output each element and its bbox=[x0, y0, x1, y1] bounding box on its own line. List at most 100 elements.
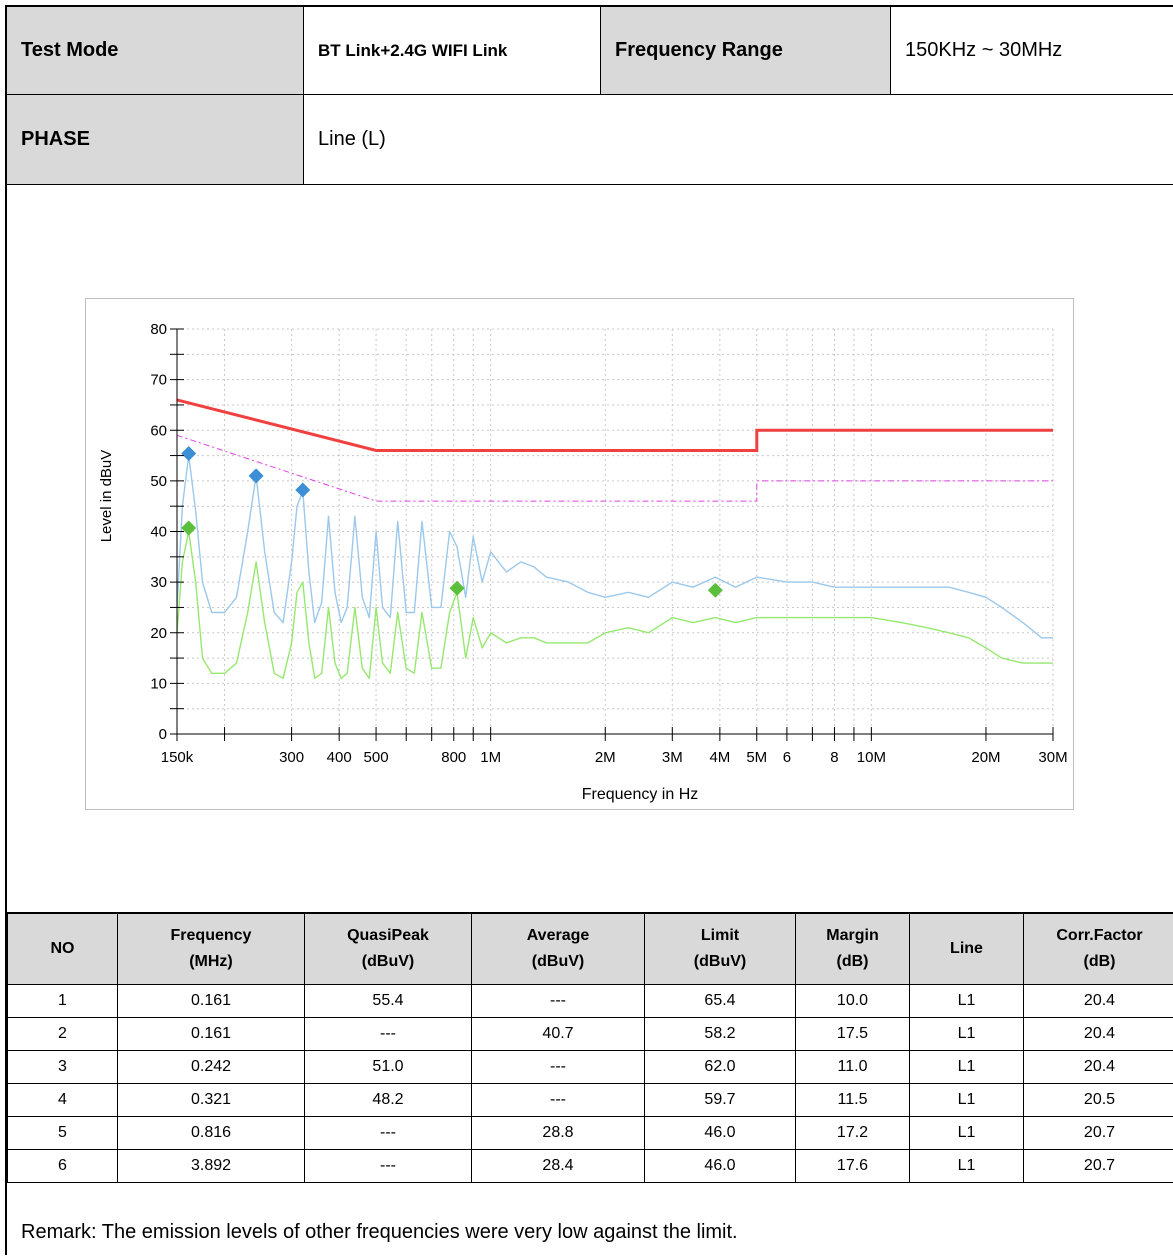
table-cell: --- bbox=[472, 985, 645, 1018]
table-cell: 1 bbox=[8, 985, 118, 1018]
chart-markers bbox=[181, 446, 723, 598]
x-tick-label: 10M bbox=[857, 749, 886, 766]
x-tick-label: 150k bbox=[161, 749, 194, 766]
y-tick-label: 40 bbox=[150, 524, 167, 541]
y-tick-label: 0 bbox=[159, 726, 167, 743]
x-tick-label: 5M bbox=[746, 749, 767, 766]
table-cell: 11.5 bbox=[796, 1084, 910, 1117]
x-tick-label: 500 bbox=[364, 749, 389, 766]
table-cell: 28.4 bbox=[472, 1150, 645, 1183]
table-cell: 11.0 bbox=[796, 1051, 910, 1084]
table-cell: 0.161 bbox=[118, 1018, 305, 1051]
remark-text: Remark: The emission levels of other fre… bbox=[7, 1207, 1173, 1257]
table-header-cell: QuasiPeak(dBuV) bbox=[305, 914, 472, 985]
table-header-cell: Margin(dB) bbox=[796, 914, 910, 985]
table-cell: L1 bbox=[910, 1051, 1024, 1084]
qp-trace-line bbox=[177, 456, 1053, 638]
x-tick-label: 800 bbox=[441, 749, 466, 766]
table-header-text: Average bbox=[472, 923, 644, 949]
table-header-cell: Line bbox=[910, 914, 1024, 985]
qp-limit-line bbox=[177, 400, 1053, 451]
table-header-text: (MHz) bbox=[118, 949, 304, 975]
y-tick-label: 50 bbox=[150, 473, 167, 490]
y-tick-label: 20 bbox=[150, 625, 167, 642]
table-cell: 51.0 bbox=[305, 1051, 472, 1084]
y-tick-label: 10 bbox=[150, 675, 167, 692]
quasipeak-marker bbox=[181, 446, 196, 461]
table-cell: 20.7 bbox=[1024, 1117, 1173, 1150]
table-cell: 4 bbox=[8, 1084, 118, 1117]
table-cell: L1 bbox=[910, 1018, 1024, 1051]
table-cell: 0.242 bbox=[118, 1051, 305, 1084]
average-marker bbox=[450, 581, 465, 596]
table-cell: L1 bbox=[910, 1117, 1024, 1150]
table-cell: --- bbox=[305, 1117, 472, 1150]
x-tick-label: 400 bbox=[327, 749, 352, 766]
chart-limits bbox=[177, 400, 1053, 501]
table-cell: 59.7 bbox=[645, 1084, 796, 1117]
table-cell: 10.0 bbox=[796, 985, 910, 1018]
x-tick-label: 3M bbox=[662, 749, 683, 766]
table-cell: --- bbox=[472, 1084, 645, 1117]
x-tick-label: 6 bbox=[783, 749, 791, 766]
table-cell: 6 bbox=[8, 1150, 118, 1183]
x-axis-label: Frequency in Hz bbox=[582, 786, 699, 803]
x-tick-label: 20M bbox=[971, 749, 1000, 766]
table-cell: 3.892 bbox=[118, 1150, 305, 1183]
table-cell: L1 bbox=[910, 1084, 1024, 1117]
table-cell: 46.0 bbox=[645, 1150, 796, 1183]
table-cell: 46.0 bbox=[645, 1117, 796, 1150]
table-cell: 20.4 bbox=[1024, 1018, 1173, 1051]
table-cell: --- bbox=[305, 1018, 472, 1051]
y-tick-label: 70 bbox=[150, 372, 167, 389]
y-tick-label: 60 bbox=[150, 422, 167, 439]
table-header-text: (dB) bbox=[1024, 949, 1173, 975]
frequency-range-label: Frequency Range bbox=[601, 7, 891, 95]
test-mode-label: Test Mode bbox=[7, 7, 304, 95]
table-header-cell: Frequency(MHz) bbox=[118, 914, 305, 985]
table-header-text: Limit bbox=[645, 923, 795, 949]
chart-grid bbox=[177, 329, 1053, 734]
table-cell: 20.4 bbox=[1024, 1051, 1173, 1084]
table-cell: 0.816 bbox=[118, 1117, 305, 1150]
table-header-text: Corr.Factor bbox=[1024, 923, 1173, 949]
y-tick-label: 30 bbox=[150, 574, 167, 591]
y-tick-label: 80 bbox=[150, 321, 167, 338]
table-cell: 5 bbox=[8, 1117, 118, 1150]
table-cell: 65.4 bbox=[645, 985, 796, 1018]
table-cell: 2 bbox=[8, 1018, 118, 1051]
table-header-text: (dBuV) bbox=[305, 949, 471, 975]
table-header-text: Margin bbox=[796, 923, 909, 949]
table-header-cell: NO bbox=[8, 914, 118, 985]
table-header-text: NO bbox=[8, 936, 117, 962]
table-cell: 3 bbox=[8, 1051, 118, 1084]
x-tick-label: 4M bbox=[709, 749, 730, 766]
table-cell: 20.7 bbox=[1024, 1150, 1173, 1183]
quasipeak-marker bbox=[249, 468, 264, 483]
quasipeak-marker bbox=[295, 482, 310, 497]
table-cell: 58.2 bbox=[645, 1018, 796, 1051]
table-cell: 55.4 bbox=[305, 985, 472, 1018]
table-header-text: Line bbox=[910, 936, 1023, 962]
table-header-text: Frequency bbox=[118, 923, 304, 949]
table-header-cell: Limit(dBuV) bbox=[645, 914, 796, 985]
table-header-text: (dBuV) bbox=[472, 949, 644, 975]
table-header-text: (dB) bbox=[796, 949, 909, 975]
table-cell: 17.2 bbox=[796, 1117, 910, 1150]
report-frame: Test Mode BT Link+2.4G WIFI Link Frequen… bbox=[5, 5, 1173, 1255]
test-mode-value: BT Link+2.4G WIFI Link bbox=[304, 7, 601, 95]
x-tick-label: 8 bbox=[830, 749, 838, 766]
table-cell: 40.7 bbox=[472, 1018, 645, 1051]
table-header-text: QuasiPeak bbox=[305, 923, 471, 949]
table-cell: 62.0 bbox=[645, 1051, 796, 1084]
x-tick-label: 30M bbox=[1038, 749, 1067, 766]
